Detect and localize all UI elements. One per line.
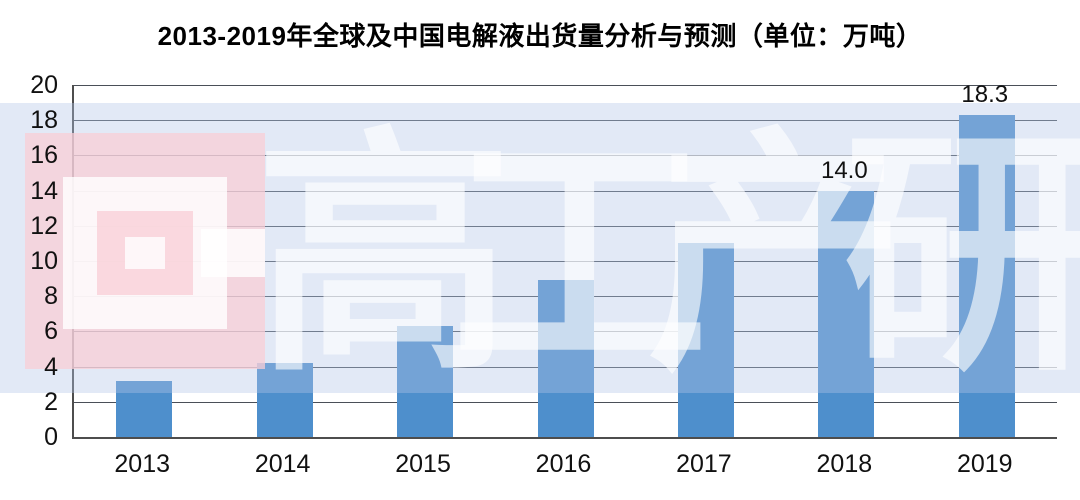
x-axis-label-2015: 2015 <box>395 450 451 478</box>
grid-line-y16 <box>74 155 1057 157</box>
bar-2018 <box>818 190 875 437</box>
bar-2016 <box>537 280 594 437</box>
x-axis-label-2019: 2019 <box>956 450 1013 478</box>
grid-line-y14 <box>74 190 1057 192</box>
y-tick-label-16: 16 <box>30 141 58 170</box>
grid-line-y20 <box>74 85 1057 86</box>
bar-2013 <box>116 380 173 437</box>
y-tick-label-2: 2 <box>44 387 58 416</box>
x-axis-label-2016: 2016 <box>535 450 592 478</box>
grid-line-y10 <box>74 261 1057 262</box>
x-axis-label-2018: 2018 <box>816 450 873 478</box>
y-tick-label-4: 4 <box>44 352 58 381</box>
bar-2017 <box>677 243 734 437</box>
y-tick-label-12: 12 <box>30 211 58 240</box>
x-axis-label-2013: 2013 <box>114 450 171 478</box>
bar-value-label-2019: 18.3 <box>961 80 1009 108</box>
y-tick-label-0: 0 <box>44 423 58 451</box>
x-axis-label-2017: 2017 <box>676 450 732 478</box>
grid-line-y12 <box>74 225 1057 227</box>
y-tick-label-14: 14 <box>30 176 58 205</box>
bar-2015 <box>397 326 454 437</box>
bar-2014 <box>256 363 313 437</box>
y-tick-label-8: 8 <box>44 282 58 311</box>
x-axis-label-2014: 2014 <box>254 450 311 478</box>
y-tick-label-10: 10 <box>30 247 58 275</box>
y-tick-label-18: 18 <box>30 106 58 135</box>
bar-2019 <box>958 114 1015 437</box>
chart-title: 2013-2019年全球及中国电解液出货量分析与预测（单位：万吨） <box>157 21 923 51</box>
bar-value-label-2018: 14.0 <box>820 156 868 184</box>
plot-area <box>72 85 1057 439</box>
grid-line-y18 <box>74 120 1057 122</box>
y-tick-label-20: 20 <box>30 71 58 99</box>
y-tick-label-6: 6 <box>44 317 58 346</box>
